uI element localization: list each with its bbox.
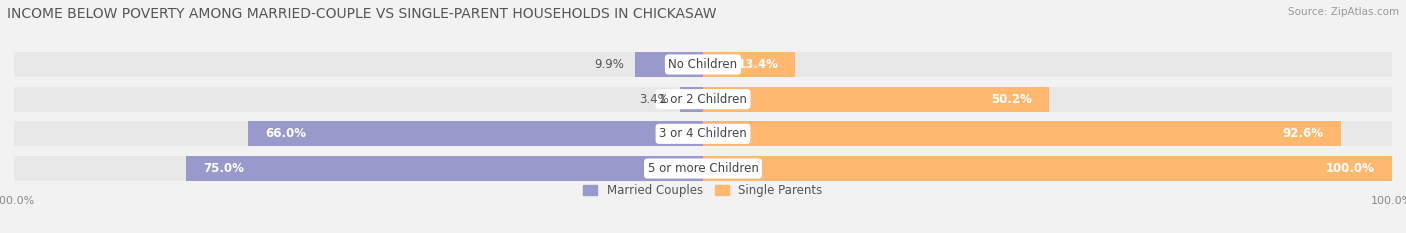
Bar [14, 121, 1392, 146]
Text: 1 or 2 Children: 1 or 2 Children [659, 93, 747, 106]
Text: 3 or 4 Children: 3 or 4 Children [659, 127, 747, 140]
Bar [703, 52, 796, 77]
Bar [634, 52, 703, 77]
Text: Source: ZipAtlas.com: Source: ZipAtlas.com [1288, 7, 1399, 17]
Bar [249, 121, 703, 146]
Text: 13.4%: 13.4% [737, 58, 778, 71]
Text: 92.6%: 92.6% [1282, 127, 1323, 140]
Text: 50.2%: 50.2% [991, 93, 1032, 106]
Text: 5 or more Children: 5 or more Children [648, 162, 758, 175]
Bar [703, 121, 1341, 146]
Legend: Married Couples, Single Parents: Married Couples, Single Parents [583, 184, 823, 197]
Text: 66.0%: 66.0% [266, 127, 307, 140]
Bar [14, 52, 1392, 77]
Text: 3.4%: 3.4% [640, 93, 669, 106]
Text: 100.0%: 100.0% [1326, 162, 1375, 175]
Bar [703, 156, 1392, 181]
Bar [679, 87, 703, 112]
Bar [14, 87, 1392, 112]
Bar [703, 87, 1049, 112]
Text: 75.0%: 75.0% [204, 162, 245, 175]
Bar [14, 156, 1392, 181]
Text: No Children: No Children [668, 58, 738, 71]
Text: INCOME BELOW POVERTY AMONG MARRIED-COUPLE VS SINGLE-PARENT HOUSEHOLDS IN CHICKAS: INCOME BELOW POVERTY AMONG MARRIED-COUPL… [7, 7, 717, 21]
Bar [186, 156, 703, 181]
Text: 9.9%: 9.9% [595, 58, 624, 71]
